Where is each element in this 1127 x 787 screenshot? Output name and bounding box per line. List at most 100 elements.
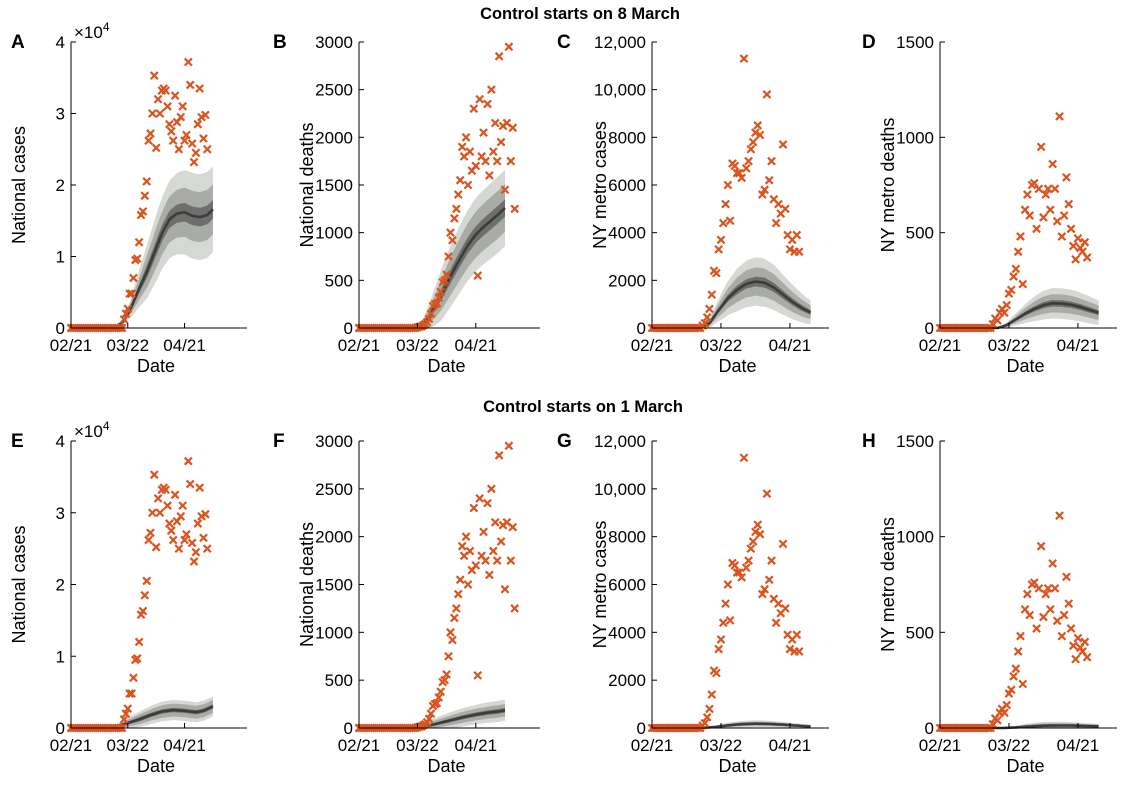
observed-point (446, 627, 455, 637)
observed-point (1048, 159, 1058, 169)
observed-point (1013, 247, 1023, 257)
observed-point (1055, 511, 1064, 520)
observed-point (183, 456, 193, 466)
observed-point (187, 538, 197, 548)
observed-point (469, 104, 479, 114)
y-tick-label: 1500 (315, 176, 353, 195)
observed-point (451, 604, 461, 613)
panel-letter: F (273, 431, 285, 452)
x-tick-label: 04/21 (455, 736, 498, 755)
observed-point (999, 708, 1009, 718)
observed-point (1071, 254, 1080, 264)
observed-point (200, 509, 210, 519)
observed-point (1073, 234, 1083, 243)
observed-point (119, 315, 129, 324)
observed-point (1009, 272, 1018, 281)
y-tick-label: 1000 (896, 128, 934, 147)
panel-c: 0 2000 4000 6000 8000 10,000 12,000 02/21 03/22 0… (557, 32, 829, 376)
observed-point (1025, 211, 1035, 220)
observed-point (453, 190, 463, 199)
y-axis-label: NY metro deaths (878, 118, 898, 253)
y-tick-label: 500 (325, 271, 353, 290)
y-multiplier: ×104 (74, 419, 110, 441)
row-title-bottom: Control starts on 1 March (483, 398, 683, 416)
observed-point (134, 637, 144, 647)
observed-point (780, 604, 790, 613)
x-tick-label: 02/21 (50, 736, 93, 755)
observed-point (711, 668, 721, 678)
y-tick-label: 0 (56, 319, 65, 338)
model-band-inner (114, 200, 213, 328)
observed-point (716, 235, 726, 245)
observed-point (762, 489, 772, 498)
observed-point (1034, 184, 1044, 194)
x-tick-label: 04/21 (163, 336, 206, 355)
observed-point (506, 556, 516, 565)
y-tick-label: 2500 (315, 480, 353, 499)
observed-point (189, 157, 199, 167)
observed-point (147, 109, 157, 118)
x-axis-label: Date (718, 756, 756, 776)
observed-point (1006, 685, 1016, 695)
observed-point (174, 544, 184, 554)
observed-point (180, 136, 189, 146)
observed-point (1036, 142, 1046, 152)
observed-point (725, 615, 735, 625)
observed-point (119, 715, 129, 724)
observed-point (1011, 664, 1021, 674)
observed-point (146, 129, 155, 138)
observed-point (469, 503, 479, 513)
observed-point (792, 230, 802, 240)
observed-point (755, 130, 765, 140)
y-tick-label: 4000 (608, 224, 646, 243)
observed-point (149, 470, 159, 480)
observed-point (1041, 190, 1051, 199)
observed-point (785, 244, 795, 254)
observed-point (448, 635, 457, 645)
observed-point (508, 522, 518, 532)
observed-point (504, 441, 514, 451)
observed-point (1052, 216, 1062, 226)
observed-point (195, 483, 205, 493)
observed-point (737, 173, 747, 183)
observed-point (485, 171, 494, 180)
model-band-mid (405, 704, 505, 728)
observed-point (993, 315, 1002, 325)
observed-point (434, 293, 444, 302)
observed-point (718, 218, 728, 228)
observed-point (496, 537, 506, 546)
observed-point (166, 526, 176, 536)
observed-point (202, 544, 212, 554)
y-tick-label: 0 (925, 319, 934, 338)
observed-point (1036, 541, 1046, 551)
observed-point (146, 528, 155, 538)
observed-point (486, 484, 496, 494)
panel-letter: A (11, 32, 25, 53)
observed-point (746, 544, 756, 554)
observed-point (1025, 610, 1035, 620)
y-tick-label: 2000 (315, 528, 353, 547)
model-band-inner (997, 300, 1099, 328)
observed-point (481, 556, 490, 565)
observed-point (132, 254, 142, 264)
y-tick-label: 0 (637, 319, 646, 338)
x-tick-label: 03/22 (396, 336, 439, 355)
observed-point (178, 101, 188, 111)
model-band-mid (409, 184, 505, 328)
observed-point (999, 308, 1009, 318)
observed-point (144, 535, 153, 545)
y-axis-label: NY metro cases (590, 521, 610, 649)
observed-point (702, 712, 712, 722)
observed-point (778, 539, 788, 549)
observed-point (170, 91, 180, 101)
observed-point (1062, 172, 1071, 182)
observed-point (741, 563, 751, 573)
y-tick-label: 2000 (315, 128, 353, 147)
observed-point (700, 718, 710, 728)
y-axis-label: NY metro cases (590, 121, 610, 249)
observed-point (144, 136, 153, 146)
y-tick-label: 0 (344, 719, 353, 738)
observed-point (1064, 199, 1074, 209)
x-tick-label: 02/21 (919, 336, 962, 355)
